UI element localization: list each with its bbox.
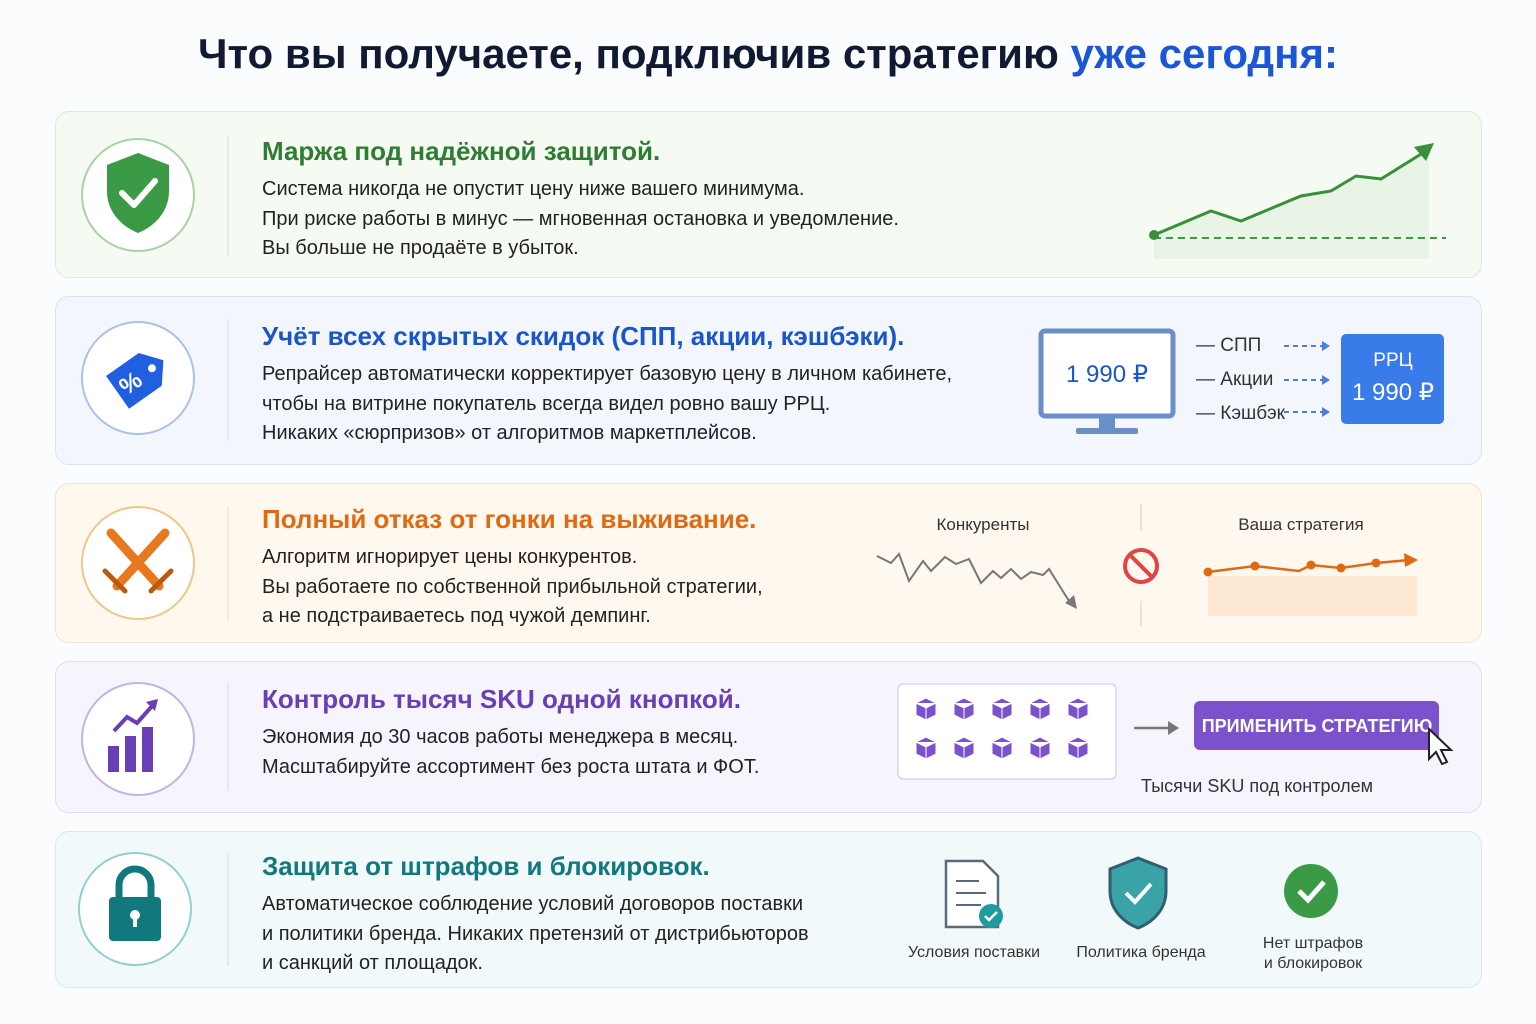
- sku-cube: [1067, 697, 1089, 721]
- card-line: и политики бренда. Никаких претензий от …: [262, 922, 809, 945]
- card-line: Алгоритм игнорирует цены конкурентов.: [262, 546, 638, 568]
- card-line: Репрайсер автоматически корректирует баз…: [262, 363, 953, 385]
- card-art: % 1 990 ₽ — СПП — Акции — Кэшбэк РРЦ 1 9…: [81, 319, 1444, 441]
- sku-cube: [915, 736, 937, 760]
- card-title: Учёт всех скрытых скидок (СПП, акции, кэ…: [262, 321, 905, 351]
- sku-cube: [1067, 736, 1089, 760]
- card-line: Система никогда не опустит цену ниже ваш…: [262, 178, 805, 200]
- card-line: Вы работаете по собственной прибыльной с…: [262, 575, 763, 598]
- screen-price: 1 990 ₽: [1066, 361, 1148, 388]
- card-title: Защита от штрафов и блокировок.: [262, 851, 710, 881]
- sku-cube: [1029, 697, 1051, 721]
- card: ПРИМЕНИТЬ СТРАТЕГИЮ Тысячи SKU под контр…: [55, 661, 1482, 813]
- card-art: [81, 136, 1446, 259]
- title-main: Что вы получаете, подключив стратегию: [198, 30, 1059, 77]
- card-line: При риске работы в минус — мгновенная ос…: [262, 207, 899, 230]
- card-text: Контроль тысяч SKU одной кнопкой. Эконом…: [262, 684, 759, 782]
- card-text: Полный отказ от гонки на выживание. Алго…: [262, 504, 763, 632]
- button-caption: Тысячи SKU под контролем: [1141, 776, 1373, 796]
- card-title: Полный отказ от гонки на выживание.: [262, 504, 757, 534]
- compare-label: Ваша стратегия: [1238, 515, 1363, 534]
- card: Условия поставки Политика бренда Нет штр…: [55, 831, 1482, 988]
- badge-caption: и блокировок: [1264, 955, 1363, 972]
- card-art: Условия поставки Политика бренда Нет штр…: [78, 852, 1363, 972]
- card-line: чтобы на витрине покупатель всегда видел…: [262, 392, 831, 415]
- discount-label: — Кэшбэк: [1196, 403, 1286, 424]
- card-text: Защита от штрафов и блокировок. Автомати…: [262, 851, 809, 979]
- sku-cube: [991, 736, 1013, 760]
- discount-label: — СПП: [1196, 335, 1261, 356]
- compare-label: Конкуренты: [937, 515, 1030, 534]
- apply-button[interactable]: [1194, 701, 1439, 750]
- card-line: Экономия до 30 часов работы менеджера в …: [262, 726, 739, 748]
- card-art: Конкуренты Ваша стратегия: [81, 504, 1418, 626]
- badge-caption: Нет штрафов: [1263, 935, 1363, 952]
- card-line: Вы больше не продаёте в убыток.: [262, 237, 579, 259]
- card-line: Автоматическое соблюдение условий догово…: [262, 893, 804, 915]
- card: Маржа под надёжной защитой. Система нико…: [55, 111, 1482, 278]
- sku-cube: [1029, 736, 1051, 760]
- sku-cube: [953, 697, 975, 721]
- discount-label: — Акции: [1196, 369, 1273, 390]
- card-text: Учёт всех скрытых скидок (СПП, акции, кэ…: [262, 321, 952, 449]
- card-line: а не подстраиваетесь под чужой демпинг.: [262, 605, 651, 627]
- card-art: ПРИМЕНИТЬ СТРАТЕГИЮ Тысячи SKU под контр…: [81, 682, 1454, 796]
- sku-cube: [953, 736, 975, 760]
- badge-caption: Политика бренда: [1076, 944, 1205, 961]
- card-line: и санкций от площадок.: [262, 952, 483, 974]
- sku-cube: [915, 697, 937, 721]
- badge-caption: Условия поставки: [908, 944, 1040, 961]
- card: Конкуренты Ваша стратегия Полный отказ о…: [55, 483, 1482, 643]
- page-title: Что вы получаете, подключив стратегию уж…: [0, 30, 1536, 78]
- target-price: 1 990 ₽: [1352, 379, 1434, 406]
- card-line: Масштабируйте ассортимент без роста штат…: [262, 755, 760, 778]
- card-line: Никаких «сюрпризов» от алгоритмов маркет…: [262, 422, 757, 444]
- card-text: Маржа под надёжной защитой. Система нико…: [262, 136, 899, 264]
- card-title: Маржа под надёжной защитой.: [262, 136, 661, 166]
- card: % 1 990 ₽ — СПП — Акции — Кэшбэк РРЦ 1 9…: [55, 296, 1482, 465]
- button-label[interactable]: ПРИМЕНИТЬ СТРАТЕГИЮ: [1202, 716, 1433, 736]
- sku-cube: [991, 697, 1013, 721]
- title-highlight: уже сегодня:: [1070, 30, 1338, 77]
- target-label: РРЦ: [1373, 350, 1412, 371]
- card-title: Контроль тысяч SKU одной кнопкой.: [262, 684, 741, 714]
